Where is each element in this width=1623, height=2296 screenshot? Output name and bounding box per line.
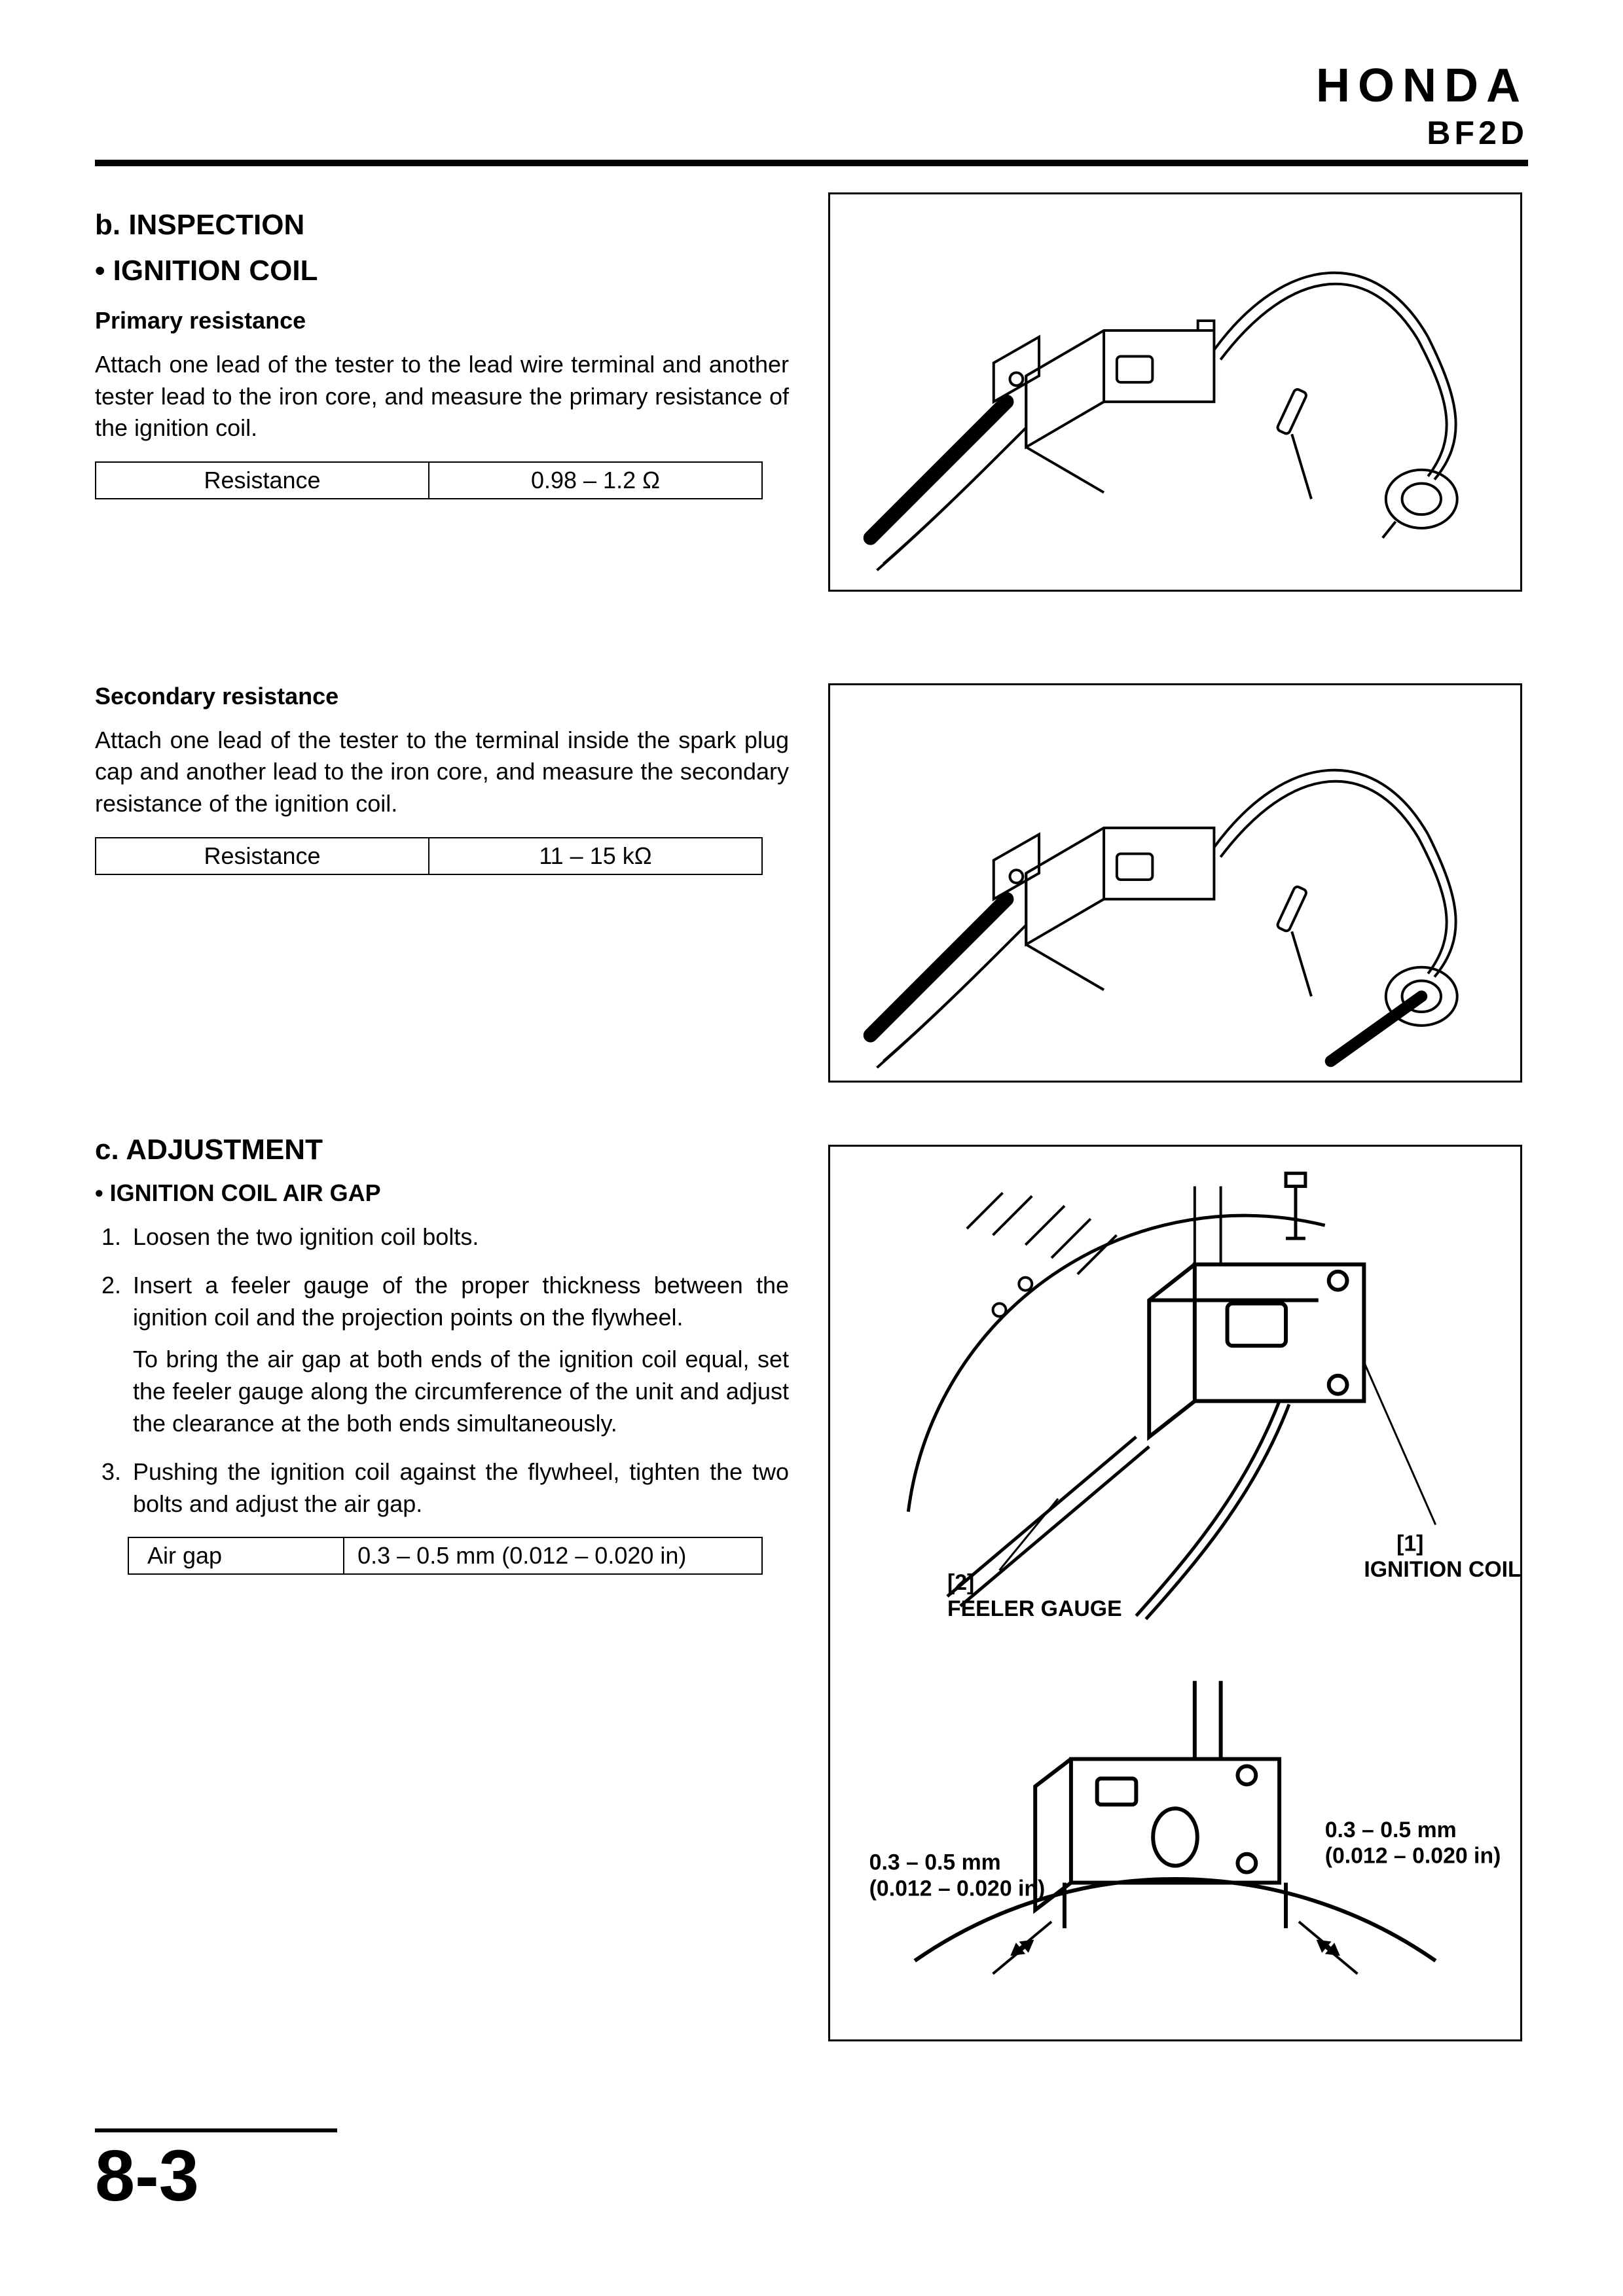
air-gap-table-value: 0.3 – 0.5 mm (0.012 – 0.020 in) <box>344 1537 762 1574</box>
section-b-heading: b. INSPECTION <box>95 209 789 242</box>
figure-air-gap: [1] IGNITION COIL [2] FEELER GAUGE 0.3 –… <box>828 1145 1522 2041</box>
primary-resistance-table: Resistance 0.98 – 1.2 Ω <box>95 461 763 499</box>
section-c-heading: c. ADJUSTMENT <box>95 1134 789 1166</box>
page-number-rule <box>95 2128 337 2132</box>
air-gap-title: • IGNITION COIL AIR GAP <box>95 1179 789 1207</box>
primary-table-label: Resistance <box>96 462 429 499</box>
adjustment-steps: Loosen the two ignition coil bolts. Inse… <box>95 1221 789 1520</box>
left-column: b. INSPECTION • IGNITION COIL Primary re… <box>95 192 789 2041</box>
brand-logo-text: HONDA <box>95 59 1528 113</box>
gap-right-line1: 0.3 – 0.5 mm <box>1325 1818 1457 1842</box>
air-gap-table-label: Air gap <box>128 1537 344 1574</box>
page-header: HONDA BF2D <box>95 59 1528 152</box>
gap-right-line2: (0.012 – 0.020 in) <box>1325 1844 1501 1869</box>
callout-1-text: IGNITION COIL <box>1364 1557 1520 1582</box>
callout-2-num: [2] <box>947 1570 974 1595</box>
page-number: 8-3 <box>95 2134 199 2217</box>
step-3: Pushing the ignition coil against the fl… <box>128 1456 789 1520</box>
right-column: [1] IGNITION COIL [2] FEELER GAUGE 0.3 –… <box>828 192 1522 2041</box>
primary-resistance-text: Attach one lead of the tester to the lea… <box>95 349 789 444</box>
gap-left-line2: (0.012 – 0.020 in) <box>869 1876 1046 1901</box>
step-1-text: Loosen the two ignition coil bolts. <box>133 1223 479 1250</box>
secondary-table-label: Resistance <box>96 838 429 874</box>
gap-left-line1: 0.3 – 0.5 mm <box>869 1850 1001 1875</box>
primary-resistance-heading: Primary resistance <box>95 307 789 334</box>
callout-2-text: FEELER GAUGE <box>947 1596 1122 1621</box>
step-2: Insert a feeler gauge of the proper thic… <box>128 1270 789 1439</box>
content-grid: b. INSPECTION • IGNITION COIL Primary re… <box>95 192 1528 2041</box>
step-3-text: Pushing the ignition coil against the fl… <box>133 1458 789 1517</box>
secondary-resistance-heading: Secondary resistance <box>95 683 789 710</box>
air-gap-table: Air gap 0.3 – 0.5 mm (0.012 – 0.020 in) <box>128 1537 763 1575</box>
figure-air-gap-svg: [1] IGNITION COIL [2] FEELER GAUGE 0.3 –… <box>830 1147 1520 2039</box>
figure-primary-coil-svg <box>830 194 1520 590</box>
secondary-resistance-table: Resistance 11 – 15 kΩ <box>95 837 763 875</box>
model-code: BF2D <box>95 114 1528 152</box>
primary-table-value: 0.98 – 1.2 Ω <box>429 462 762 499</box>
step-2-paragraph: To bring the air gap at both ends of the… <box>133 1344 789 1439</box>
figure-primary-coil <box>828 192 1522 592</box>
figure-secondary-coil <box>828 683 1522 1083</box>
header-rule <box>95 160 1528 166</box>
callout-1-num: [1] <box>1396 1531 1423 1556</box>
ignition-coil-title: • IGNITION COIL <box>95 255 789 287</box>
step-1: Loosen the two ignition coil bolts. <box>128 1221 789 1253</box>
secondary-table-value: 11 – 15 kΩ <box>429 838 762 874</box>
step-2-text: Insert a feeler gauge of the proper thic… <box>133 1272 789 1331</box>
figure-secondary-coil-svg <box>830 685 1520 1081</box>
secondary-resistance-text: Attach one lead of the tester to the ter… <box>95 725 789 820</box>
